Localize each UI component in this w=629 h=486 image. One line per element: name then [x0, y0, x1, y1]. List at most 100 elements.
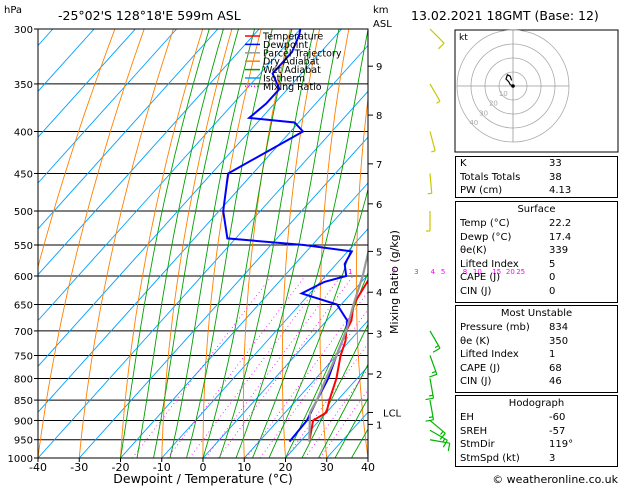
wet-adiabat-line — [268, 187, 368, 458]
stat-row: StmSpd (kt) 3 — [460, 452, 556, 464]
wind-barb-flag — [431, 370, 437, 374]
mixing-ratio-label: 8 — [463, 268, 467, 276]
pressure-tick-label: 750 — [14, 351, 33, 362]
mixing-ratio-label: 15 — [492, 268, 501, 276]
pressure-tick-label: 550 — [14, 241, 33, 252]
x-axis-title: Dewpoint / Temperature (°C) — [113, 471, 292, 486]
wind-barb-staff — [429, 28, 445, 44]
wet-adiabat-line — [153, 29, 239, 458]
indices-box: K 33 Totals Totals 38 PW (cm) 4.13 — [455, 156, 618, 198]
hodograph-ring-label: 20 — [489, 100, 498, 108]
wind-barb — [429, 131, 436, 153]
wet-adiabat-line — [120, 29, 210, 458]
unstable-title: Most Unstable — [500, 308, 573, 319]
pressure-tick-label: 500 — [14, 207, 33, 218]
km-tick-label: 9 — [376, 62, 382, 73]
isotherm-line — [120, 182, 368, 458]
isotherm-line — [38, 29, 177, 184]
mixing-ratio-axis-title: Mixing Ratio (g/kg) — [388, 230, 401, 334]
wind-barb — [429, 439, 451, 452]
wind-barb-flag — [438, 42, 445, 50]
temperature-tick-label: -40 — [29, 461, 47, 474]
stat-row: Lifted Index 1 — [460, 349, 556, 360]
stat-row: θe(K) 339 — [460, 245, 569, 256]
legend-item-label: Parcel Trajectory — [263, 48, 342, 59]
dry-adiabat-line — [161, 29, 233, 458]
stat-row-k: K 33 — [460, 158, 562, 169]
mixing-ratio-line — [189, 275, 327, 458]
stat-row: θe (K) 350 — [460, 335, 569, 347]
temperature-tick-label: 10 — [237, 461, 251, 474]
km-tick-label: 5 — [376, 247, 382, 258]
wind-barbs — [425, 28, 451, 452]
isotherm-line — [161, 228, 368, 458]
wind-barb — [429, 83, 441, 104]
hodograph-ring-label: 10 — [499, 90, 508, 98]
stat-row: CIN (J) 46 — [460, 376, 562, 387]
legend-item-label: Mixing Ratio — [263, 82, 322, 93]
pressure-tick-label: 850 — [14, 396, 33, 407]
dry-adiabat-line — [242, 29, 291, 458]
temperature-tick-label: -30 — [70, 461, 88, 474]
wind-barb-flag — [447, 443, 451, 452]
stat-row: Temp (°C) 22.2 — [460, 218, 572, 229]
pressure-axis: 300 350 400 450 500 550 600 650 700 750 800 850 900 9… — [8, 25, 38, 465]
temperature-tick-label: -20 — [112, 461, 130, 474]
most-unstable-box: Most Unstable Pressure (mb) 834 θe (K) 350… — [455, 305, 618, 393]
wind-barb — [427, 173, 433, 195]
chart-title: -25°02'S 128°18'E 599m ASL — [58, 8, 241, 23]
wind-barb-flag — [436, 100, 441, 104]
wind-barb-flag — [425, 397, 434, 401]
isotherm-line — [38, 29, 136, 138]
mixing-ratio-label: 4 — [431, 268, 436, 276]
hodograph-center — [511, 84, 515, 88]
wind-barb — [425, 399, 435, 422]
plot-frame — [37, 28, 369, 459]
isotherm-line — [38, 90, 368, 458]
hodograph-kt-label: kt — [459, 33, 468, 43]
isotherm-line — [38, 29, 219, 230]
isotherm-line — [0, 29, 12, 458]
dry-adiabat-line — [120, 29, 204, 458]
stat-row: CIN (J) 0 — [460, 285, 556, 297]
lcl-label: LCL — [383, 408, 402, 419]
pressure-tick-label: 350 — [14, 80, 33, 91]
mixing-ratio-label: 5 — [441, 268, 445, 276]
date-label: 13.02.2021 18GMT (Base: 12) — [411, 8, 599, 23]
temperature-tick-label: 30 — [320, 461, 334, 474]
mixing-ratio-line — [131, 275, 273, 458]
legend-item-label: Isotherm — [263, 74, 305, 85]
wind-barb — [429, 419, 446, 440]
mixing-ratio-line — [205, 275, 342, 458]
stat-row: StmDir 119° — [460, 439, 574, 450]
stat-row: CAPE (J) 0 — [460, 272, 556, 283]
wind-barb-staff — [429, 439, 450, 444]
temperature-tick-label: 20 — [279, 461, 293, 474]
legend-item-label: Dewpoint — [263, 40, 308, 51]
stat-row: CAPE (J) 68 — [460, 362, 562, 374]
hodograph-stats-box: Hodograph EH -60 SREH -57 StmDir 119° StmSp… — [455, 395, 618, 467]
wind-barb-flag — [432, 347, 441, 353]
wet-adiabat-line — [252, 29, 368, 458]
km-tick-label: 1 — [376, 420, 382, 431]
hodograph-ring-label: 30 — [479, 109, 488, 117]
dry-adiabat-line — [319, 29, 350, 458]
isotherm-line — [38, 29, 301, 322]
km-tick-label: 6 — [376, 200, 382, 211]
wind-barb — [426, 211, 431, 232]
stat-row: EH -60 — [460, 412, 566, 423]
temperature-tick-label: 0 — [200, 461, 207, 474]
wet-adiabat-line — [186, 29, 273, 458]
pressure-tick-label: 450 — [14, 169, 33, 180]
temperature-axis: -40 -30 -20 -10 0 10 20 30 40 — [29, 458, 375, 474]
stat-row: SREH -57 — [460, 425, 566, 437]
pressure-tick-label: 300 — [14, 25, 33, 36]
wet-adiabat-line — [136, 29, 224, 458]
wet-adiabat-line — [318, 363, 368, 458]
legend-item-label: Wet Adiabat — [263, 65, 321, 76]
stat-row: Dewp (°C) 17.4 — [460, 231, 572, 243]
wind-barb-flag — [428, 394, 434, 397]
isotherm-line — [38, 29, 260, 276]
